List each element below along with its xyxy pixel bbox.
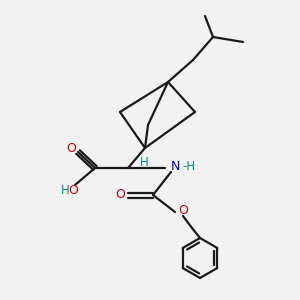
Text: O: O (115, 188, 125, 202)
Text: H: H (61, 184, 69, 196)
Text: H: H (140, 157, 148, 169)
Text: -H: -H (182, 160, 195, 173)
Text: O: O (178, 205, 188, 218)
Text: O: O (66, 142, 76, 154)
Text: N: N (171, 160, 180, 173)
Text: O: O (68, 184, 78, 196)
